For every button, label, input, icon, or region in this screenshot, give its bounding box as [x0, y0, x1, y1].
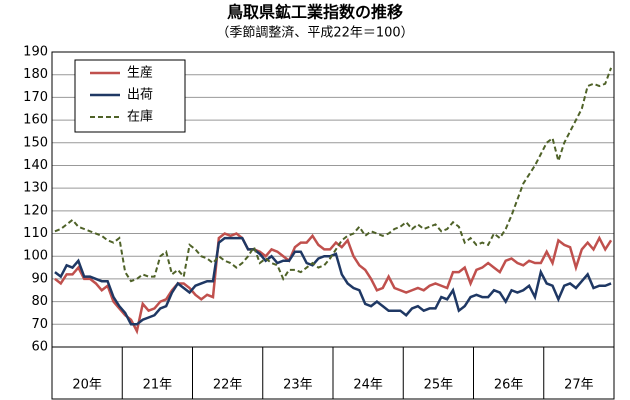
y-tick-label: 180 [23, 67, 48, 82]
y-tick-label: 150 [23, 135, 48, 150]
chart-title: 鳥取県鉱工業指数の推移 [227, 3, 403, 22]
y-tick-label: 190 [23, 45, 48, 60]
x-tick-label: 25年 [424, 378, 454, 393]
y-tick-label: 160 [23, 113, 48, 128]
y-tick-label: 130 [23, 181, 48, 196]
x-tick-label: 24年 [353, 378, 383, 393]
y-tick-label: 170 [23, 90, 48, 105]
y-tick-label: 110 [23, 226, 48, 241]
y-tick-label: 140 [23, 158, 48, 173]
x-tick-label: 26年 [494, 378, 524, 393]
y-tick-label: 80 [31, 294, 48, 309]
y-tick-label: 100 [23, 249, 48, 264]
y-tick-label: 60 [31, 340, 48, 355]
series-line [54, 232, 613, 335]
x-tick-label: 23年 [283, 378, 313, 393]
chart-subtitle: （季節調整済、平成22年＝100） [216, 25, 413, 41]
x-tick-label: 27年 [564, 378, 594, 393]
legend-label: 在庫 [127, 110, 153, 125]
x-tick-label: 20年 [72, 378, 102, 393]
x-tick-label: 21年 [143, 378, 173, 393]
legend-label: 出荷 [127, 88, 153, 103]
y-tick-label: 70 [31, 317, 48, 332]
y-tick-label: 90 [31, 271, 48, 286]
y-tick-label: 120 [23, 203, 48, 218]
legend-label: 生産 [127, 65, 153, 81]
x-tick-label: 22年 [213, 378, 243, 393]
series-line [54, 236, 612, 326]
series-line [54, 67, 613, 283]
